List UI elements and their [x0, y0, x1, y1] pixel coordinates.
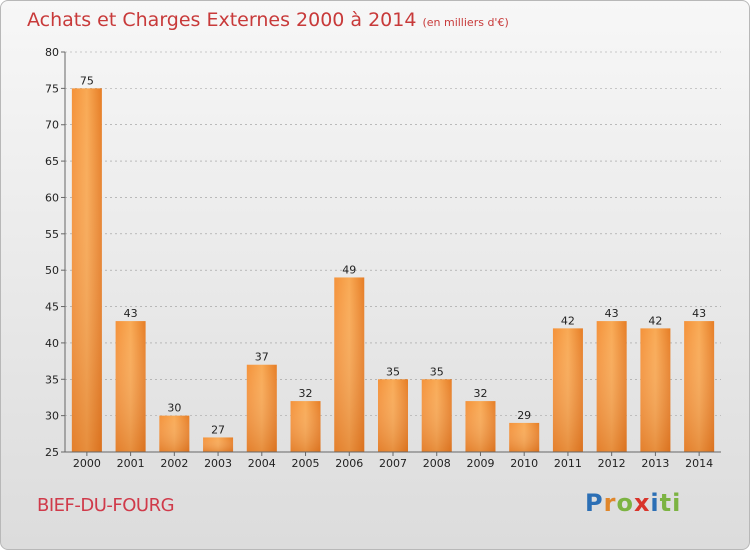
data-label: 32 [299, 387, 313, 400]
bar-shade [552, 328, 583, 452]
data-label: 35 [386, 365, 400, 378]
x-tick-label: 2013 [641, 457, 669, 470]
bar-shade [378, 379, 408, 452]
x-tick-label: 2002 [160, 457, 188, 470]
chart-title-text: Achats et Charges Externes 2000 à 2014 [27, 9, 417, 31]
commune-name: BIEF-DU-FOURG [37, 495, 175, 516]
y-tick-label: 25 [45, 446, 59, 459]
x-tick-label: 2004 [248, 457, 276, 470]
x-tick-label: 2000 [73, 457, 101, 470]
data-label: 29 [517, 409, 531, 422]
logo-letter: P [585, 489, 604, 517]
x-axis: 2000 2001 2002 2003 2004 2005 2006 2007 2008 2009… [65, 451, 721, 470]
logo-letter: o [616, 489, 634, 517]
data-label: 43 [605, 307, 619, 320]
y-tick-label: 40 [45, 337, 59, 350]
x-tick-label: 2001 [117, 457, 145, 470]
y-tick-label: 70 [45, 119, 59, 132]
bar-shade [71, 88, 102, 452]
data-label: 32 [473, 387, 487, 400]
chart-title: Achats et Charges Externes 2000 à 2014 (e… [27, 9, 509, 31]
logo-letter: i [650, 489, 660, 517]
logo-letter: x [633, 489, 651, 517]
data-label: 37 [255, 351, 269, 364]
y-tick-label: 50 [45, 264, 59, 277]
x-tick-label: 2003 [204, 457, 232, 470]
x-tick-label: 2011 [554, 457, 582, 470]
y-tick-label: 35 [45, 373, 59, 386]
logo-letter: ti [659, 489, 682, 517]
bar-shade [684, 321, 715, 452]
y-tick-label: 30 [45, 410, 59, 423]
x-tick-label: 2008 [423, 457, 451, 470]
bar-shade [290, 401, 321, 452]
data-label: 30 [167, 402, 181, 415]
data-label: 49 [342, 263, 356, 276]
bar-shade [334, 277, 365, 452]
data-label: 43 [692, 307, 706, 320]
bar-shade [159, 415, 190, 452]
data-label: 27 [211, 423, 225, 436]
y-tick-label: 75 [45, 82, 59, 95]
data-label: 35 [430, 365, 444, 378]
bar-shade [246, 364, 277, 452]
data-label: 43 [124, 307, 138, 320]
data-label: 42 [561, 314, 575, 327]
y-tick-label: 65 [45, 155, 59, 168]
logo-letter: r [603, 489, 617, 517]
chart-bars: 75 43 30 27 37 32 49 35 35 32 29 42 43 42 43 [71, 74, 715, 452]
bar-shade [115, 321, 146, 452]
y-tick-label: 80 [45, 46, 59, 59]
x-tick-label: 2005 [292, 457, 320, 470]
proxiti-logo[interactable]: Proxiti [585, 489, 681, 517]
x-tick-label: 2014 [685, 457, 713, 470]
bar-shade [465, 401, 496, 452]
x-tick-label: 2012 [598, 457, 626, 470]
bar-shade [640, 328, 671, 452]
y-tick-label: 55 [45, 228, 59, 241]
data-label: 42 [648, 314, 662, 327]
bar-shade [596, 321, 627, 452]
x-tick-label: 2007 [379, 457, 407, 470]
chart-subtitle: (en milliers d'€) [422, 16, 509, 29]
data-label: 75 [80, 74, 94, 87]
y-tick-label: 45 [45, 301, 59, 314]
y-tick-label: 60 [45, 191, 59, 204]
x-tick-label: 2010 [510, 457, 538, 470]
x-tick-label: 2009 [466, 457, 494, 470]
x-tick-label: 2006 [335, 457, 363, 470]
bar-shade [509, 422, 540, 452]
bar-shade [421, 379, 452, 452]
y-axis: 25 30 35 40 45 50 55 60 65 70 75 80 [45, 46, 66, 459]
bar-shade [203, 437, 234, 452]
